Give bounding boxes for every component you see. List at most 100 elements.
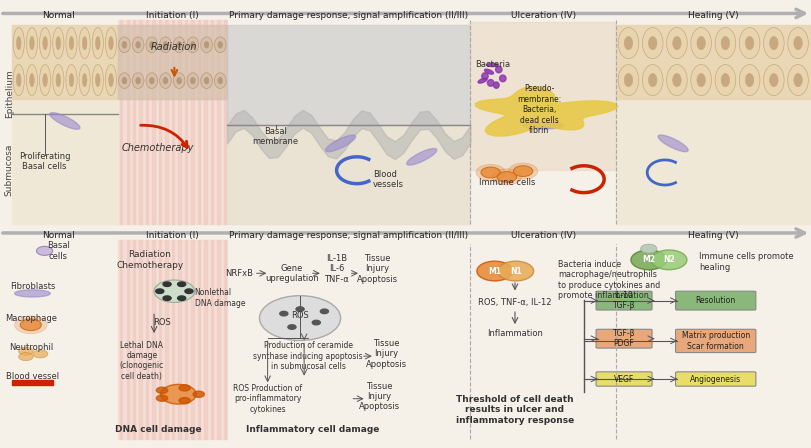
Ellipse shape	[204, 41, 209, 48]
Ellipse shape	[149, 77, 154, 84]
Ellipse shape	[146, 73, 157, 89]
Ellipse shape	[66, 28, 77, 59]
Bar	[198, 20, 200, 224]
FancyBboxPatch shape	[596, 329, 652, 348]
Ellipse shape	[482, 73, 488, 80]
FancyBboxPatch shape	[676, 372, 756, 386]
Bar	[191, 240, 194, 439]
Circle shape	[497, 172, 517, 182]
Text: Production of ceramide
synthase inducing apoptosis
in submucosal cells: Production of ceramide synthase inducing…	[253, 341, 363, 371]
Ellipse shape	[618, 28, 639, 59]
Ellipse shape	[487, 80, 494, 86]
Text: Immune cells promote
healing: Immune cells promote healing	[699, 252, 794, 272]
Ellipse shape	[163, 41, 168, 48]
Bar	[470, 22, 616, 170]
Polygon shape	[526, 119, 561, 132]
Ellipse shape	[69, 73, 74, 87]
Text: IL-10
TGF-β: IL-10 TGF-β	[613, 291, 635, 310]
Ellipse shape	[109, 36, 114, 50]
Text: Blood vessel: Blood vessel	[6, 372, 59, 381]
Bar	[178, 20, 181, 224]
Ellipse shape	[135, 41, 140, 48]
Ellipse shape	[624, 36, 633, 50]
Ellipse shape	[214, 37, 226, 52]
Circle shape	[641, 244, 657, 253]
Bar	[165, 20, 168, 224]
Ellipse shape	[794, 73, 802, 87]
Circle shape	[36, 246, 53, 255]
Ellipse shape	[649, 36, 657, 50]
Text: DNA cell damage: DNA cell damage	[115, 425, 201, 434]
Ellipse shape	[96, 36, 100, 50]
Ellipse shape	[79, 28, 90, 59]
Circle shape	[312, 320, 320, 325]
Ellipse shape	[30, 73, 34, 87]
Text: Inflammation: Inflammation	[487, 329, 543, 338]
Ellipse shape	[105, 65, 117, 95]
Ellipse shape	[214, 73, 226, 89]
Ellipse shape	[642, 28, 663, 59]
Bar	[227, 25, 470, 125]
Text: Matrix production
Scar formation: Matrix production Scar formation	[681, 331, 750, 351]
Ellipse shape	[740, 65, 760, 95]
Ellipse shape	[667, 65, 687, 95]
Bar	[152, 20, 155, 224]
Text: Basal
membrane: Basal membrane	[253, 127, 298, 146]
Ellipse shape	[13, 65, 24, 95]
Ellipse shape	[92, 65, 104, 95]
Ellipse shape	[491, 83, 502, 86]
Text: NRFxB: NRFxB	[225, 269, 253, 278]
Circle shape	[178, 296, 186, 301]
Ellipse shape	[260, 296, 341, 340]
Text: Gene
upregulation: Gene upregulation	[265, 263, 319, 283]
Ellipse shape	[174, 37, 185, 52]
FancyBboxPatch shape	[676, 291, 756, 310]
Bar	[204, 20, 207, 224]
Bar	[146, 20, 148, 224]
Bar	[224, 20, 226, 224]
Bar	[133, 240, 135, 439]
Bar	[139, 20, 142, 224]
Ellipse shape	[487, 64, 498, 67]
Text: Healing (V): Healing (V)	[689, 231, 739, 240]
Circle shape	[185, 289, 193, 293]
Text: Angiogenesis: Angiogenesis	[690, 375, 741, 383]
Bar	[133, 20, 135, 224]
Polygon shape	[401, 153, 442, 160]
Ellipse shape	[691, 28, 711, 59]
Text: ROS, TNF-α, IL-12: ROS, TNF-α, IL-12	[478, 298, 551, 307]
Ellipse shape	[40, 65, 51, 95]
Text: Basal
cells: Basal cells	[47, 241, 70, 261]
Circle shape	[288, 325, 296, 329]
Circle shape	[296, 307, 304, 311]
Ellipse shape	[26, 65, 37, 95]
Ellipse shape	[691, 65, 711, 95]
Bar	[12, 96, 118, 224]
Ellipse shape	[201, 73, 212, 89]
Bar	[118, 25, 227, 99]
Circle shape	[157, 387, 168, 393]
Text: Threshold of cell death
results in ulcer and
inflammatory response: Threshold of cell death results in ulcer…	[456, 395, 574, 425]
Bar	[185, 20, 187, 224]
Circle shape	[280, 311, 288, 316]
Ellipse shape	[122, 77, 127, 84]
Polygon shape	[320, 140, 361, 147]
Ellipse shape	[16, 73, 21, 87]
Text: Tissue
Injury
Apoptosis: Tissue Injury Apoptosis	[366, 339, 406, 369]
Ellipse shape	[484, 69, 494, 74]
Ellipse shape	[191, 41, 195, 48]
Ellipse shape	[500, 75, 506, 82]
Ellipse shape	[191, 77, 195, 84]
Bar	[12, 25, 118, 99]
FancyBboxPatch shape	[596, 291, 652, 310]
Ellipse shape	[92, 28, 104, 59]
Ellipse shape	[715, 65, 736, 95]
Ellipse shape	[43, 36, 47, 50]
Ellipse shape	[496, 66, 502, 73]
Circle shape	[481, 167, 500, 178]
Ellipse shape	[118, 37, 131, 52]
Text: ROS Production of
pro-inflammatory
cytokines: ROS Production of pro-inflammatory cytok…	[233, 384, 303, 414]
Ellipse shape	[667, 28, 687, 59]
Bar	[165, 240, 168, 439]
Text: M2: M2	[642, 255, 655, 264]
